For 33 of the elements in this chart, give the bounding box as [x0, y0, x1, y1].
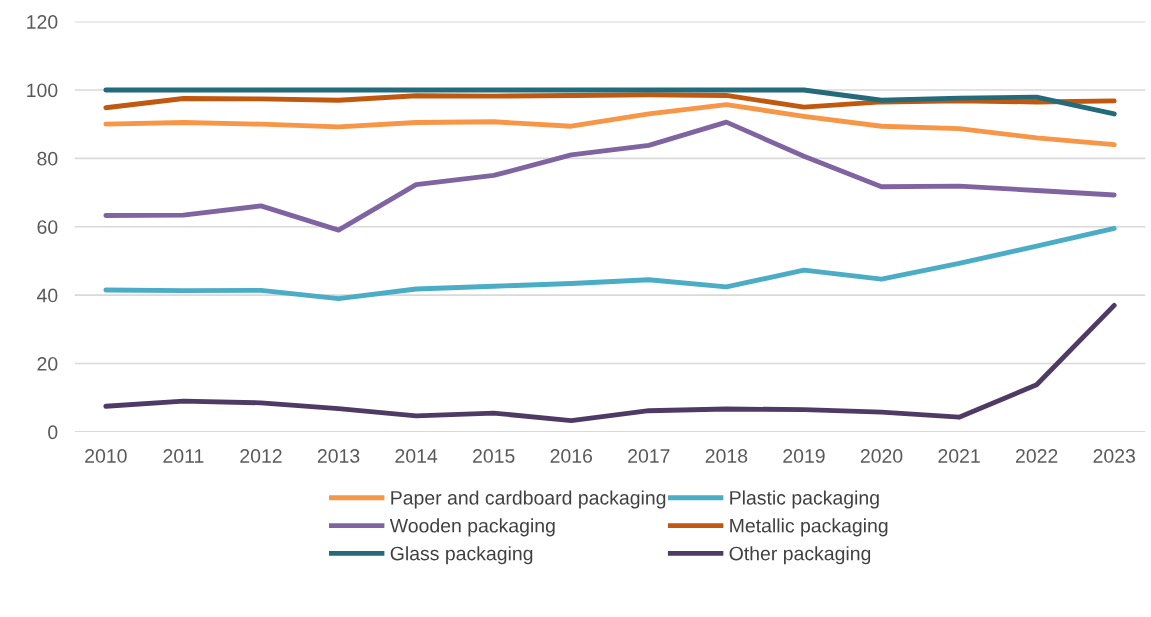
legend-label: Metallic packaging: [730, 518, 888, 537]
x-tick-label: 2017: [628, 449, 670, 463]
x-tick-label: 2013: [317, 449, 360, 463]
y-tick-label: 100: [27, 83, 58, 98]
y-tick-label: 40: [36, 288, 58, 303]
x-tick-label: 2015: [473, 449, 515, 463]
x-tick-label: 2014: [395, 449, 438, 463]
y-tick-label: 120: [27, 15, 58, 29]
line-series: [103, 226, 1117, 301]
x-tick-label: 2021: [938, 449, 980, 463]
legend-label: Plastic packaging: [730, 490, 879, 509]
y-tick-label: 0: [48, 425, 58, 440]
x-tick-label: 2018: [705, 449, 748, 463]
y-tick-label: 20: [37, 356, 58, 371]
legend-label: Wooden packaging: [389, 518, 555, 537]
x-tick-label: 2020: [860, 449, 903, 463]
line-series: [103, 302, 1117, 424]
x-tick-label: 2016: [550, 449, 593, 463]
x-tick-label: 2023: [1093, 449, 1135, 463]
x-tick-label: 2011: [163, 449, 204, 463]
x-tick-label: 2012: [240, 449, 282, 463]
x-tick-label: 2022: [1016, 449, 1058, 463]
legend-label: Glass packaging: [390, 546, 533, 565]
line-series: [103, 92, 1117, 111]
x-tick-label: 2010: [85, 449, 127, 463]
x-tick-label: 2019: [783, 449, 825, 463]
line-series: [103, 102, 1117, 148]
legend-label: Paper and cardboard packaging: [391, 490, 666, 509]
line-series: [103, 87, 1117, 117]
line-series: [103, 119, 1117, 233]
y-tick-label: 80: [37, 151, 58, 166]
y-tick-label: 60: [37, 220, 58, 234]
legend-label: Other packaging: [729, 546, 871, 565]
